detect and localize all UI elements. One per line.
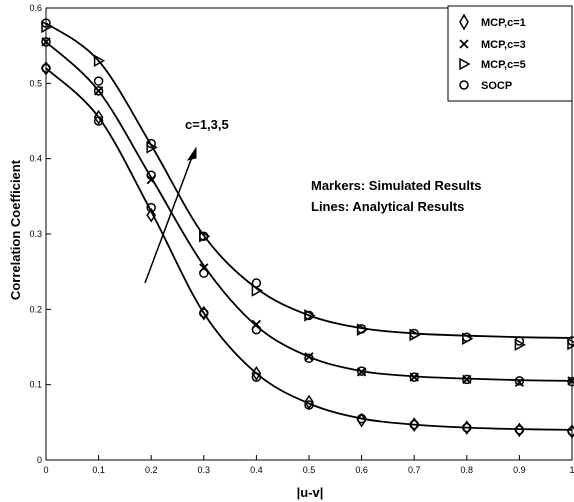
y-axis-title: Correlation Coefficient <box>8 159 23 300</box>
circle-marker <box>199 308 209 318</box>
diamond-marker <box>93 109 104 125</box>
arrow-label: c=1,3,5 <box>185 117 229 132</box>
circle-marker <box>567 426 574 437</box>
circle-marker <box>514 425 525 435</box>
x-axis-title: |u-v| <box>297 485 324 500</box>
triangle-right-marker <box>146 141 158 154</box>
lines-layer <box>45 22 573 431</box>
x-marker <box>304 352 314 362</box>
diamond-marker <box>41 60 51 76</box>
circle-marker <box>356 324 367 334</box>
circle-marker <box>146 170 156 180</box>
x-tick-label: 0.3 <box>198 465 211 475</box>
markers-layer <box>41 18 574 439</box>
circle-marker <box>462 422 472 433</box>
triangle-right-marker-icon <box>459 57 471 71</box>
x-tick-label: 0.2 <box>145 465 158 475</box>
circle-marker <box>41 63 51 74</box>
circle-marker <box>356 366 367 376</box>
x-tick-label: 0.8 <box>461 465 474 475</box>
axes-layer: 0 0.1 0.2 0.3 0.4 0.5 0.6 0.7 0.8 0.9 1 0 0.1 0.2 0.3 0… <box>29 3 574 475</box>
circle-marker <box>409 419 419 430</box>
y-tick-label: 0.5 <box>29 78 42 88</box>
circle-marker-icon <box>459 80 469 90</box>
circle-marker <box>41 37 51 47</box>
diamond-marker-icon <box>459 13 469 31</box>
circle-marker <box>93 86 104 96</box>
circle-marker <box>146 202 156 213</box>
circle-marker <box>199 231 209 242</box>
triangle-right-marker <box>251 284 263 297</box>
y-tick-label: 0.4 <box>29 154 42 164</box>
circle-marker <box>514 376 525 386</box>
circle-marker <box>146 138 156 149</box>
x-marker <box>514 377 525 388</box>
analytical-line-1 <box>45 67 573 431</box>
x-tick-label: 0 <box>43 465 48 475</box>
circle-marker <box>251 372 262 382</box>
circle-marker <box>251 278 262 288</box>
circle-marker <box>567 336 574 346</box>
circle-marker <box>409 372 419 382</box>
y-tick-label: 0.1 <box>29 380 42 390</box>
circle-marker <box>304 353 314 364</box>
legend-label: MCP,c=5 <box>481 59 526 71</box>
note-markers: Markers: Simulated Results <box>311 178 482 193</box>
diamond-marker <box>356 412 367 428</box>
triangle-right-marker <box>514 338 526 352</box>
diamond-marker <box>146 207 157 223</box>
diamond-marker <box>198 305 209 321</box>
x-tick-label: 1 <box>569 465 574 475</box>
y-tick-label: 0.6 <box>29 3 42 13</box>
circle-marker <box>462 374 472 385</box>
circle-marker <box>41 18 51 28</box>
circle-marker <box>93 76 104 86</box>
x-tick-label: 0.4 <box>250 465 263 475</box>
circle-marker <box>251 324 262 335</box>
analytical-line-3 <box>45 22 573 339</box>
c-increase-arrow-shaft <box>144 156 193 284</box>
legend-item-mcp-c3: MCP,c=3 <box>459 39 526 51</box>
x-tick-label: 0.1 <box>92 465 105 475</box>
c-increase-arrowhead <box>186 146 197 161</box>
circle-marker <box>514 336 525 346</box>
y-tick-label: 0.3 <box>29 229 42 239</box>
x-tick-label: 0.6 <box>355 465 368 475</box>
x-tick-label: 0.7 <box>408 465 421 475</box>
y-tick-label: 0 <box>37 455 42 465</box>
circle-marker <box>567 376 574 387</box>
circle-marker <box>356 413 367 424</box>
triangle-right-marker <box>93 54 106 68</box>
diamond-marker <box>461 420 472 435</box>
x-tick-label: 0.9 <box>513 465 526 475</box>
y-tick-label: 0.2 <box>29 304 42 314</box>
x-tick-label: 0.5 <box>303 465 316 475</box>
legend-item-mcp-c5: MCP,c=5 <box>459 57 526 71</box>
legend-label: SOCP <box>481 80 512 92</box>
diamond-marker <box>251 366 262 381</box>
diamond-marker <box>409 417 420 432</box>
circle-marker <box>304 310 314 321</box>
circle-marker <box>462 332 472 342</box>
note-lines: Lines: Analytical Results <box>311 199 464 214</box>
legend-item-socp: SOCP <box>459 80 512 92</box>
diamond-marker <box>567 424 574 439</box>
legend: MCP,c=1 MCP,c=3 MCP,c=5 SOCP <box>447 5 573 102</box>
triangle-right-marker <box>41 20 53 34</box>
diamond-marker <box>514 422 525 438</box>
circle-marker <box>93 116 104 126</box>
x-marker-icon <box>459 39 469 49</box>
legend-item-mcp-c1: MCP,c=1 <box>459 13 526 31</box>
diamond-marker <box>304 394 314 410</box>
triangle-right-marker <box>567 337 574 351</box>
circle-marker <box>304 400 314 410</box>
circle-marker <box>409 328 419 339</box>
legend-label: MCP,c=1 <box>481 17 526 29</box>
legend-label: MCP,c=3 <box>481 39 526 51</box>
circle-marker <box>199 268 209 278</box>
analytical-line-2 <box>45 41 573 382</box>
